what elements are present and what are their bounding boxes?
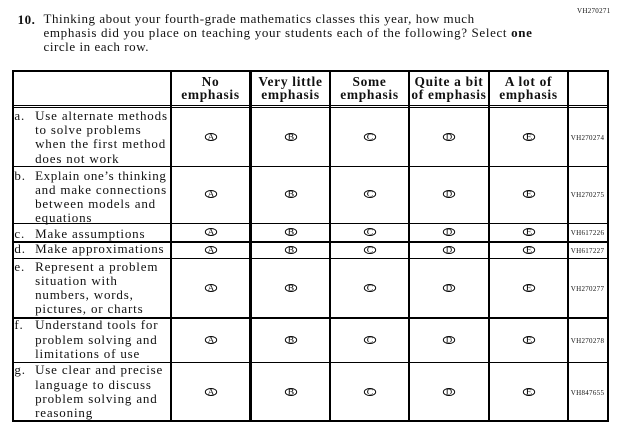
svg-text:B: B: [287, 228, 294, 237]
svg-text:E: E: [525, 246, 531, 255]
svg-text:D: D: [446, 133, 452, 142]
svg-text:A: A: [207, 190, 213, 199]
svg-text:B: B: [287, 190, 294, 199]
svg-text:B: B: [287, 284, 294, 293]
svg-text:A: A: [207, 133, 213, 142]
svg-text:C: C: [366, 336, 373, 345]
svg-text:D: D: [446, 246, 452, 255]
svg-text:E: E: [525, 284, 531, 293]
svg-text:A: A: [207, 228, 213, 237]
svg-text:C: C: [366, 284, 373, 293]
svg-text:A: A: [207, 246, 213, 255]
svg-text:C: C: [366, 190, 373, 199]
svg-text:D: D: [446, 190, 452, 199]
svg-text:B: B: [287, 336, 294, 345]
svg-text:C: C: [366, 246, 373, 255]
svg-text:A: A: [207, 388, 213, 397]
svg-text:E: E: [525, 336, 531, 345]
svg-text:B: B: [287, 246, 294, 255]
svg-text:D: D: [446, 228, 452, 237]
svg-text:D: D: [446, 388, 452, 397]
svg-text:B: B: [287, 133, 294, 142]
svg-text:E: E: [525, 388, 531, 397]
svg-text:E: E: [525, 228, 531, 237]
svg-text:C: C: [366, 228, 373, 237]
svg-text:A: A: [207, 284, 213, 293]
svg-text:B: B: [287, 388, 294, 397]
svg-text:D: D: [446, 336, 452, 345]
svg-text:C: C: [366, 388, 373, 397]
svg-text:E: E: [525, 190, 531, 199]
svg-text:E: E: [525, 133, 531, 142]
svg-text:D: D: [446, 284, 452, 293]
svg-text:A: A: [207, 336, 213, 345]
svg-text:C: C: [366, 133, 373, 142]
